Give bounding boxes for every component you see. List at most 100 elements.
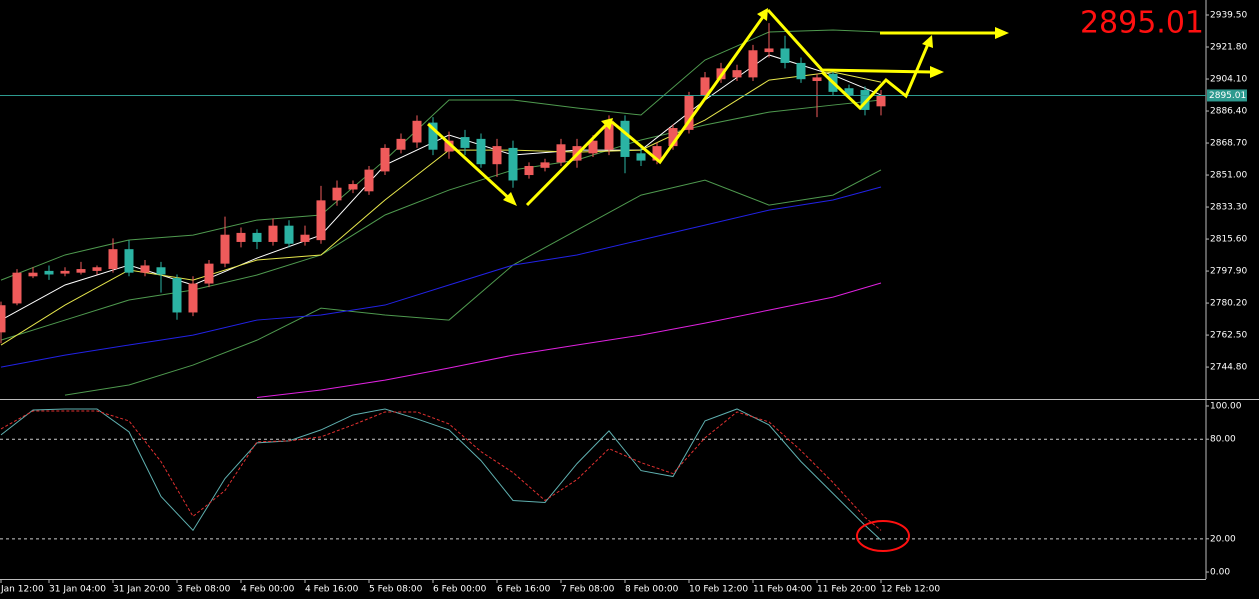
candle-body xyxy=(412,120,422,143)
candle-body xyxy=(380,147,390,172)
x-tick-label: 4 Feb 16:00 xyxy=(305,585,359,595)
x-tick-label: 12 Feb 12:00 xyxy=(881,585,940,595)
arrowhead xyxy=(757,8,768,21)
candle-body xyxy=(604,120,614,150)
candle-body xyxy=(444,140,454,152)
candle-body xyxy=(700,77,710,96)
candle-body xyxy=(460,137,470,148)
annotation-arrows xyxy=(426,8,1009,207)
x-tick-label: Jan 12:00 xyxy=(0,585,44,595)
candle-body xyxy=(540,162,550,168)
candle-body xyxy=(732,70,742,78)
candle-body xyxy=(812,77,822,82)
candle-body xyxy=(652,146,662,161)
candle-body xyxy=(684,95,694,130)
y-tick-label: 2815.60 xyxy=(1210,235,1247,245)
candle-body xyxy=(316,200,326,241)
y-tick-label: 100.00 xyxy=(1210,401,1242,411)
candle-body xyxy=(476,138,486,165)
candle-body xyxy=(636,153,646,161)
arrow xyxy=(611,13,767,165)
y-tick-label: 2780.20 xyxy=(1210,299,1247,309)
y-tick-label: 2851.00 xyxy=(1210,171,1247,181)
candle-body xyxy=(860,90,870,110)
candle-body xyxy=(876,95,886,107)
candle-body xyxy=(332,187,342,201)
candle-body xyxy=(28,272,38,277)
y-tick-label: 2939.50 xyxy=(1210,11,1247,21)
x-tick-label: 6 Feb 16:00 xyxy=(497,585,551,595)
arrowhead xyxy=(922,35,933,48)
highlight-circle xyxy=(856,520,910,552)
arrow xyxy=(525,121,610,207)
indicator-line xyxy=(256,282,882,398)
candle-body xyxy=(764,48,774,53)
arrow xyxy=(766,8,933,74)
y-tick-label: 20.00 xyxy=(1210,534,1236,544)
arrowhead xyxy=(995,27,1009,39)
y-tick-label: 2762.50 xyxy=(1210,331,1247,341)
y-tick-label: 2921.80 xyxy=(1210,43,1247,53)
y-tick-label: 2868.70 xyxy=(1210,139,1247,149)
y-tick-label: 80.00 xyxy=(1210,435,1236,445)
big-price-label: 2895.01 xyxy=(1080,6,1204,41)
candle-body xyxy=(172,278,182,313)
candle-body xyxy=(220,234,230,264)
x-tick-label: 11 Feb 04:00 xyxy=(753,585,812,595)
candle-body xyxy=(524,165,534,176)
candle-body xyxy=(508,147,518,181)
x-tick-label: 31 Jan 20:00 xyxy=(113,585,170,595)
oscillator-line xyxy=(0,410,882,531)
candle-body xyxy=(796,62,806,80)
candle-body xyxy=(748,50,758,78)
candle-body xyxy=(188,283,198,313)
candle-body xyxy=(44,270,54,275)
y-tick-label: 2744.80 xyxy=(1210,363,1247,373)
arrowhead xyxy=(503,192,517,206)
candle-body xyxy=(284,225,294,244)
candle-body xyxy=(0,305,6,333)
candle-body xyxy=(60,270,70,274)
x-tick-label: 10 Feb 12:00 xyxy=(689,585,748,595)
candle-body xyxy=(252,232,262,242)
indicator-line xyxy=(64,169,882,396)
candle-body xyxy=(204,263,214,284)
x-tick-label: 8 Feb 00:00 xyxy=(625,585,679,595)
candle-body xyxy=(428,122,438,150)
candle-body xyxy=(348,184,358,190)
candle-body xyxy=(556,144,566,163)
candle-body xyxy=(140,265,150,273)
y-tick-label: 0.00 xyxy=(1210,568,1230,578)
oscillator-line xyxy=(0,408,882,541)
candle-body xyxy=(268,225,278,242)
x-tick-label: 31 Jan 04:00 xyxy=(49,585,106,595)
candle-body xyxy=(108,249,118,270)
candle-body xyxy=(620,120,630,157)
current-price-label: 2895.01 xyxy=(1209,91,1246,101)
indicator-line xyxy=(0,186,882,368)
arrow xyxy=(426,122,514,203)
candle-body xyxy=(364,169,374,192)
candle-body xyxy=(492,146,502,165)
y-tick-label: 2886.40 xyxy=(1210,107,1247,117)
y-tick-label: 2797.90 xyxy=(1210,267,1247,277)
candle-body xyxy=(236,232,246,242)
arrowhead xyxy=(601,118,613,130)
current-price-box xyxy=(1207,89,1247,102)
candle-body xyxy=(780,48,790,63)
x-tick-label: 3 Feb 08:00 xyxy=(177,585,231,595)
candle-body xyxy=(92,267,102,271)
marks: 2939.50 2921.80 2904.10 2886.40 2868.70 2851.… xyxy=(0,6,1247,595)
indicator-line xyxy=(0,29,882,281)
candle-body xyxy=(668,128,678,147)
arrow xyxy=(820,43,930,111)
y-tick-label: 2904.10 xyxy=(1210,75,1247,85)
candle-body xyxy=(844,88,854,96)
x-tick-label: 7 Feb 08:00 xyxy=(561,585,615,595)
x-tick-label: 6 Feb 00:00 xyxy=(433,585,487,595)
candle-body xyxy=(124,249,134,273)
candle-body xyxy=(396,138,406,150)
candle-body xyxy=(588,140,598,154)
